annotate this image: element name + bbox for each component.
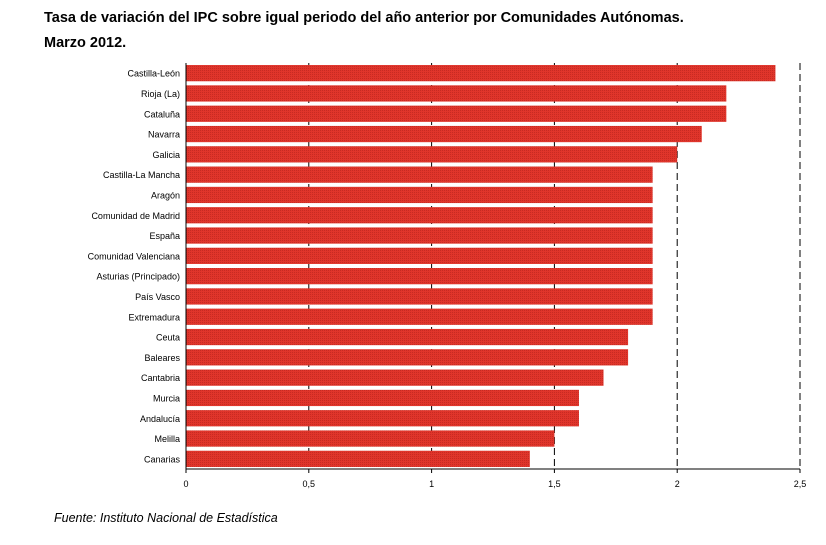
category-label: Rioja (La) [141,89,180,99]
bar [186,85,727,102]
bar [186,430,555,447]
category-label: Canarias [144,454,181,464]
category-label: Ceuta [156,333,180,343]
bar [186,105,727,122]
category-label: Andalucía [140,414,180,424]
x-tick-label: 2,5 [794,479,807,489]
x-tick-label: 1,5 [548,479,561,489]
chart-title-line1: Tasa de variación del IPC sobre igual pe… [44,10,684,26]
x-tick-label: 1 [429,479,434,489]
bar [186,389,579,407]
bar [186,247,653,264]
category-label: Castilla-La Mancha [103,170,180,180]
x-tick-label: 2 [675,479,680,489]
category-label: Cataluña [144,109,180,119]
category-label: Cantabria [141,373,180,383]
bar [186,125,702,143]
category-label: Baleares [144,353,180,363]
bar [186,207,653,224]
category-label: Melilla [154,434,180,444]
x-tick-label: 0 [183,479,188,489]
bar [186,65,776,82]
category-label: Asturias (Principado) [96,272,180,282]
bar [186,186,653,204]
bar [186,369,604,386]
bar [186,328,629,346]
x-tick-label: 0,5 [303,479,316,489]
category-label: País Vasco [135,292,180,302]
chart-title: Tasa de variación del IPC sobre igual pe… [44,6,820,56]
bar [186,268,653,285]
category-label: Murcia [153,393,180,403]
category-label: España [149,231,180,241]
category-label: Comunidad de Madrid [91,211,180,221]
bar [186,349,629,366]
bar [186,450,530,467]
category-label: Extremadura [128,312,180,322]
bar [186,166,653,183]
category-label: Castilla-León [127,69,180,79]
category-label: Aragón [151,190,180,200]
category-label: Comunidad Valenciana [88,251,180,261]
bar [186,288,653,305]
chart-title-line2: Marzo 2012. [44,35,127,51]
bar [186,146,678,163]
bar [186,308,653,325]
source-note: Fuente: Instituto Nacional de Estadístic… [54,511,278,525]
bar [186,227,653,244]
category-label: Galicia [152,150,180,160]
bar [186,410,579,427]
category-label: Navarra [148,130,180,140]
